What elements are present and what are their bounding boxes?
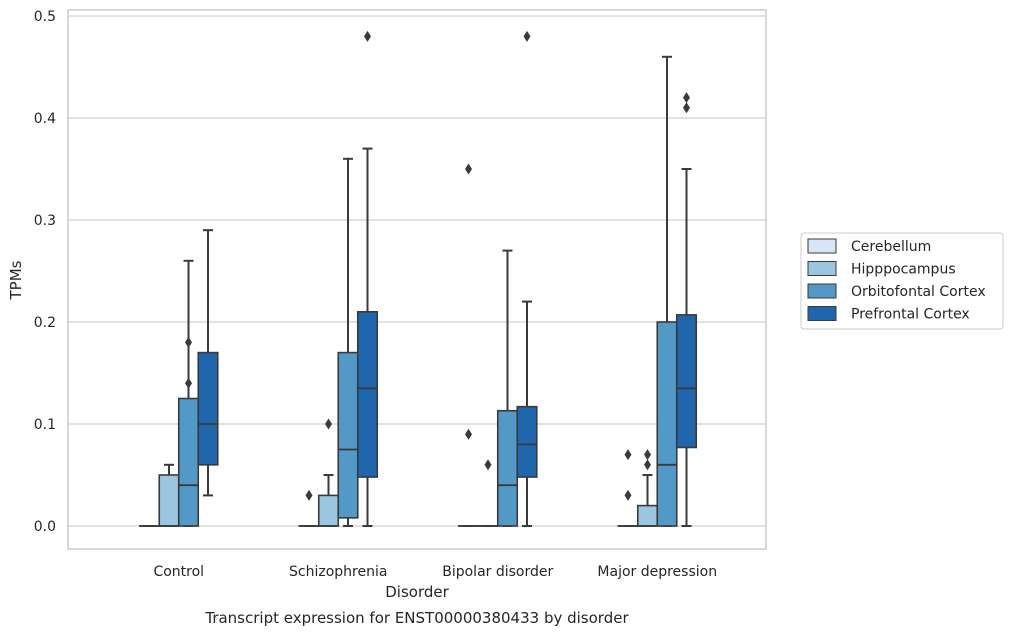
legend: Cerebellum Hipppocampus Orbitofontal Corte… [800, 232, 1004, 330]
outlier-point [683, 102, 690, 114]
box [177, 259, 200, 527]
legend-frame [800, 232, 1004, 330]
box [298, 489, 320, 527]
y-tick-label: 0.4 [34, 111, 56, 127]
outlier-point [185, 377, 192, 389]
legend-item: Orbitofontal Cortex [807, 283, 986, 300]
outlier-point [325, 418, 332, 430]
series-cerebellum [138, 163, 639, 527]
x-tick-labels: Control Schizophrenia Bipolar disorder Majo… [153, 564, 717, 580]
legend-swatch [807, 283, 837, 299]
outlier-point [484, 459, 492, 471]
series-hipppocampus [158, 418, 659, 527]
x-tick-label: Schizophrenia [289, 564, 387, 580]
box [477, 459, 499, 527]
legend-swatch [807, 261, 837, 276]
x-tick-label: Bipolar disorder [442, 564, 553, 580]
y-tick-labels: 0.0 0.1 0.2 0.3 0.4 0.5 [34, 9, 56, 535]
series-prefrontal-cortex [197, 30, 698, 527]
y-tick-label: 0.3 [34, 213, 56, 229]
box-body [636, 504, 659, 527]
box-body [656, 321, 678, 527]
legend-label: Prefrontal Cortex [851, 307, 970, 323]
series-orbitofontal-cortex [177, 55, 678, 527]
outlier-point [644, 449, 651, 461]
box-body [496, 409, 519, 527]
outlier-point [624, 489, 632, 501]
y-tick-label: 0.2 [34, 315, 56, 331]
legend-swatch [807, 238, 837, 254]
legend-label: Hipppocampus [851, 262, 956, 278]
box [197, 229, 219, 497]
box-groups [138, 30, 698, 527]
y-axis-label: TPMs [7, 260, 25, 300]
box [337, 157, 359, 527]
plot-frame [67, 9, 767, 550]
y-tick-label: 0.0 [34, 519, 56, 535]
box [496, 249, 519, 527]
box-body [158, 474, 180, 527]
box [656, 55, 678, 527]
y-tick-label: 0.5 [34, 9, 56, 25]
outlier-point [185, 336, 192, 348]
box-body [317, 494, 340, 527]
legend-label: Cerebellum [851, 239, 931, 255]
x-tick-label: Major depression [597, 564, 717, 580]
box-body [675, 314, 698, 449]
outlier-point [683, 92, 690, 104]
box [356, 30, 379, 527]
x-axis-label: Disorder [385, 583, 449, 601]
legend-item: Cerebellum [807, 238, 931, 255]
box [636, 449, 659, 527]
box-body [356, 310, 379, 478]
outlier-point [465, 428, 472, 440]
outlier-point [364, 30, 371, 42]
box [317, 418, 340, 527]
box [158, 463, 180, 527]
box-body [197, 351, 219, 466]
box [617, 449, 639, 527]
outlier-point [624, 449, 632, 461]
box [457, 163, 480, 527]
box-body [337, 351, 359, 519]
outlier-point [305, 489, 313, 501]
outlier-point [644, 459, 651, 471]
chart-caption: Transcript expression for ENST0000038043… [204, 609, 629, 627]
legend-label: Orbitofontal Cortex [851, 284, 986, 300]
box [516, 30, 538, 527]
y-tick-label: 0.1 [34, 417, 56, 433]
legend-item: Prefrontal Cortex [807, 306, 970, 323]
outlier-point [523, 30, 531, 42]
box-body [516, 405, 538, 478]
outlier-point [465, 163, 472, 175]
box [675, 92, 698, 527]
legend-swatch [807, 306, 837, 321]
box-body [177, 397, 200, 527]
legend-item: Hipppocampus [807, 261, 956, 278]
x-tick-label: Control [153, 564, 204, 580]
